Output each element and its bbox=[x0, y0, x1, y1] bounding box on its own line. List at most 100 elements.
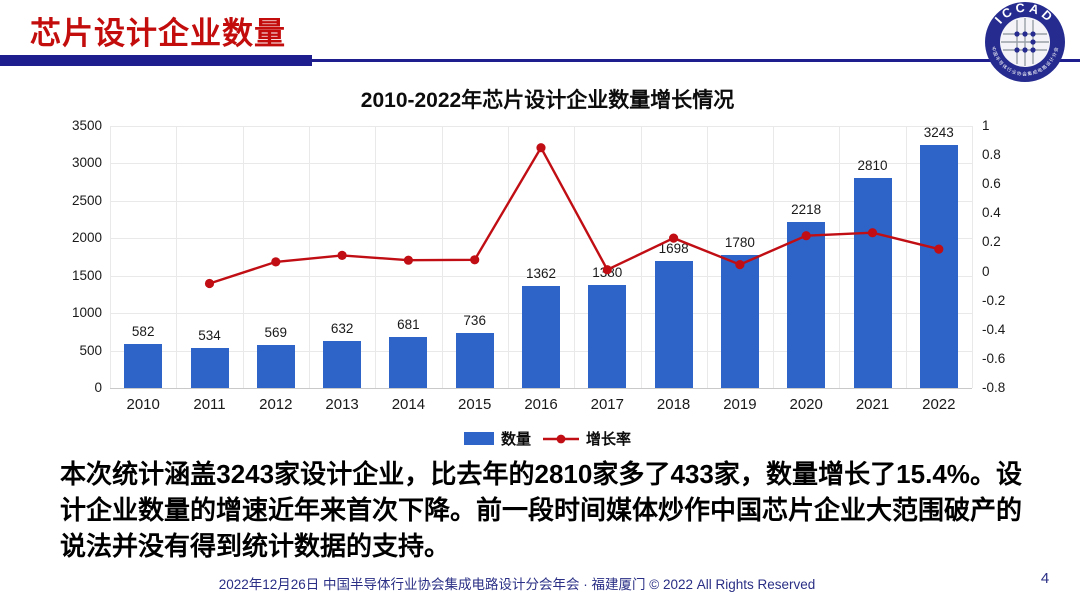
bar bbox=[256, 345, 295, 388]
vertical-gridline bbox=[441, 126, 443, 388]
bar bbox=[124, 344, 163, 388]
vertical-gridline bbox=[507, 126, 509, 388]
bar-value-label: 681 bbox=[397, 317, 420, 332]
x-tick-label: 2010 bbox=[126, 396, 160, 413]
line-marker bbox=[867, 228, 878, 238]
bar bbox=[522, 286, 560, 388]
x-tick-label: 2017 bbox=[590, 396, 624, 413]
horizontal-gridline bbox=[110, 163, 972, 165]
bar-value-label: 534 bbox=[198, 328, 221, 343]
bar-value-label: 569 bbox=[264, 325, 288, 341]
page-title: 芯片设计企业数量 bbox=[30, 16, 286, 51]
left-axis-tick-label: 0 bbox=[94, 380, 102, 395]
bar-value-label: 3243 bbox=[923, 125, 954, 141]
vertical-gridline bbox=[110, 126, 111, 388]
line-marker bbox=[204, 278, 215, 289]
growth-line-series bbox=[204, 143, 944, 289]
x-tick-label: 2020 bbox=[789, 396, 823, 413]
bar bbox=[190, 348, 229, 388]
right-axis-tick-label: -0.4 bbox=[982, 321, 1006, 337]
chart-legend: 数量 增长率 bbox=[85, 428, 1010, 449]
bar-value-label: 582 bbox=[131, 324, 155, 340]
horizontal-gridline bbox=[110, 238, 972, 240]
x-tick-label: 2014 bbox=[391, 396, 426, 413]
left-axis-tick-label: 500 bbox=[79, 342, 102, 358]
right-axis-tick-label: 0.4 bbox=[982, 205, 1001, 221]
bar bbox=[853, 177, 892, 388]
horizontal-gridline bbox=[110, 275, 972, 277]
bar bbox=[455, 332, 494, 388]
summary-paragraph: 本次统计涵盖3243家设计企业，比去年的2810家多了433家，数量增长了15.… bbox=[60, 459, 1023, 561]
line-marker bbox=[536, 143, 546, 153]
plot-area: 582 2010 534 2011 569 2012 632 2013 681 2014 736 20… bbox=[110, 125, 973, 413]
bar bbox=[919, 145, 958, 388]
horizontal-gridline bbox=[110, 388, 972, 389]
left-axis-tick-label: 2000 bbox=[71, 230, 102, 246]
vertical-gridline bbox=[706, 126, 708, 388]
vertical-gridline bbox=[176, 126, 178, 388]
legend-label: 数量 bbox=[500, 431, 531, 448]
line-marker bbox=[403, 255, 413, 265]
legend-bar-swatch bbox=[463, 432, 494, 445]
right-axis-tick-label: -0.6 bbox=[982, 350, 1006, 366]
right-axis-tick-label: 0.8 bbox=[982, 147, 1001, 163]
bar bbox=[323, 340, 362, 388]
vertical-gridline bbox=[308, 126, 310, 388]
right-axis-tick-label: 0.2 bbox=[982, 234, 1001, 250]
right-axis-tick-label: 0.6 bbox=[982, 176, 1001, 192]
x-tick-label: 2013 bbox=[325, 396, 359, 413]
right-axis-tick-label: 1 bbox=[982, 118, 990, 133]
line-path bbox=[209, 145, 940, 285]
left-axis-tick-label: 3500 bbox=[71, 118, 102, 133]
bar bbox=[389, 337, 428, 388]
right-axis-tick-label: 0 bbox=[982, 263, 990, 279]
bar bbox=[588, 284, 627, 388]
bar bbox=[654, 260, 693, 388]
line-marker bbox=[801, 231, 811, 241]
x-tick-label: 2018 bbox=[656, 396, 691, 413]
vertical-gridline bbox=[640, 126, 642, 388]
vertical-gridline bbox=[574, 126, 576, 388]
bar-value-label: 2218 bbox=[791, 202, 822, 217]
legend-item-quantity: 数量 bbox=[463, 428, 531, 449]
bar-value-label: 736 bbox=[463, 312, 486, 328]
vertical-gridline bbox=[839, 126, 841, 388]
bar-value-label: 2810 bbox=[857, 157, 888, 173]
header-rule-thin bbox=[312, 59, 1080, 62]
vertical-gridline bbox=[773, 126, 775, 388]
page-number: 4 bbox=[1040, 570, 1050, 587]
vertical-gridline bbox=[972, 126, 973, 388]
left-axis-tick-label: 1000 bbox=[71, 305, 102, 321]
bar bbox=[720, 254, 759, 388]
left-axis-tick-label: 2500 bbox=[71, 192, 102, 208]
right-axis-tick-label: -0.8 bbox=[982, 380, 1006, 395]
line-marker bbox=[470, 255, 480, 265]
bar-value-label: 1698 bbox=[658, 240, 689, 256]
bar-value-label: 632 bbox=[330, 320, 354, 336]
legend-label: 增长率 bbox=[586, 431, 632, 448]
left-axis-tick-label: 1500 bbox=[71, 267, 102, 283]
line-marker bbox=[735, 260, 745, 270]
x-tick-label: 2022 bbox=[922, 396, 956, 413]
line-marker bbox=[271, 257, 281, 267]
bar-value-label: 1780 bbox=[724, 234, 755, 250]
horizontal-gridline bbox=[110, 200, 972, 202]
vertical-gridline bbox=[905, 126, 907, 388]
x-tick-label: 2012 bbox=[259, 396, 293, 413]
iccad-logo: ICCAD 中国半导体行业协会集成电路设计分会 bbox=[985, 1, 1065, 82]
bar-value-label: 1362 bbox=[525, 266, 557, 281]
x-tick-label: 2011 bbox=[193, 396, 226, 413]
legend-item-growth-rate: 增长率 bbox=[543, 428, 631, 449]
footer-text: 2022年12月26日 中国半导体行业协会集成电路设计分会年会 · 福建厦门 ©… bbox=[218, 577, 816, 592]
line-marker bbox=[602, 265, 612, 275]
line-marker bbox=[934, 244, 944, 254]
logo-grid-dots bbox=[1014, 31, 1036, 53]
horizontal-gridline bbox=[110, 126, 972, 127]
right-axis-tick-label: -0.2 bbox=[982, 292, 1006, 308]
x-tick-label: 2021 bbox=[855, 396, 890, 413]
legend-line-swatch bbox=[543, 434, 579, 443]
line-marker bbox=[669, 233, 679, 243]
left-axis-tick-label: 3000 bbox=[71, 155, 102, 171]
x-tick-label: 2019 bbox=[723, 396, 757, 413]
